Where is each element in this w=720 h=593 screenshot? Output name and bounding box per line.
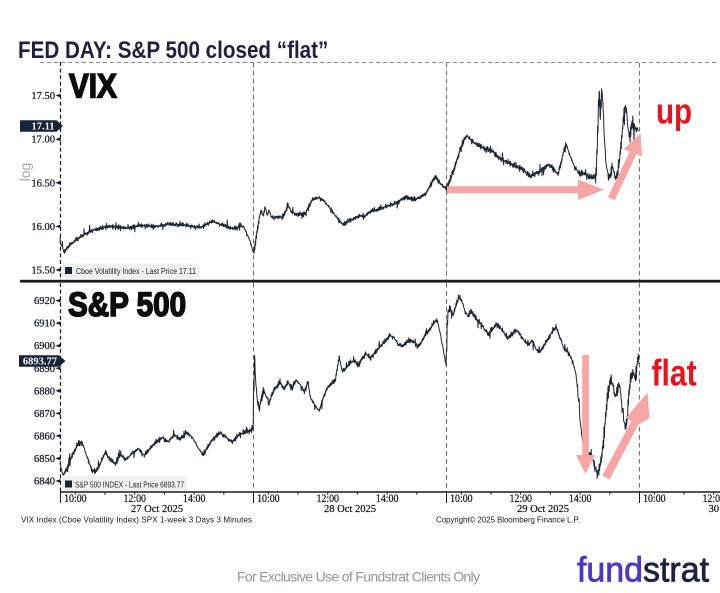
svg-text:6840: 6840 — [34, 477, 55, 488]
svg-text:S&P 500: S&P 500 — [68, 285, 186, 324]
svg-text:For Exclusive Use of Fundstrat: For Exclusive Use of Fundstrat Clients O… — [237, 569, 480, 585]
svg-text:VIX: VIX — [69, 66, 117, 105]
svg-text:6850: 6850 — [34, 454, 55, 465]
svg-text:17.50: 17.50 — [31, 91, 55, 102]
svg-text:16.50: 16.50 — [31, 178, 55, 189]
svg-text:12:00: 12:00 — [703, 493, 720, 505]
svg-text:10:00: 10:00 — [450, 493, 473, 505]
svg-text:10:00: 10:00 — [64, 493, 87, 505]
svg-text:6920: 6920 — [34, 296, 55, 307]
svg-text:28 Oct 2025: 28 Oct 2025 — [324, 504, 376, 515]
svg-text:log: log — [17, 163, 33, 182]
svg-text:Cboe Volatility Index - Last P: Cboe Volatility Index - Last Price 17.11 — [76, 267, 196, 276]
svg-text:Copyright© 2025 Bloomberg Fina: Copyright© 2025 Bloomberg Finance L.P. — [436, 516, 580, 525]
svg-text:6880: 6880 — [34, 386, 55, 397]
svg-text:27 Oct 2025: 27 Oct 2025 — [131, 504, 183, 515]
svg-text:17.11: 17.11 — [31, 122, 54, 133]
svg-text:14:00: 14:00 — [183, 493, 206, 505]
svg-text:6860: 6860 — [34, 431, 55, 442]
svg-text:S&P 500 INDEX - Last Price 689: S&P 500 INDEX - Last Price 6893.77 — [75, 480, 184, 489]
svg-text:fundstrat: fundstrat — [577, 551, 709, 590]
svg-text:14:00: 14:00 — [376, 493, 399, 505]
svg-text:6870: 6870 — [34, 409, 55, 420]
svg-text:15.50: 15.50 — [31, 266, 55, 277]
svg-text:6890: 6890 — [34, 364, 55, 375]
svg-text:flat: flat — [652, 353, 697, 395]
svg-text:6893.77: 6893.77 — [23, 357, 57, 368]
svg-text:VIX Index (Cboe Volatility Ind: VIX Index (Cboe Volatility Index) SPX 1-… — [21, 516, 252, 525]
svg-text:12:00: 12:00 — [510, 493, 533, 505]
svg-text:17.00: 17.00 — [31, 135, 55, 146]
svg-text:16.00: 16.00 — [31, 222, 55, 233]
svg-text:FED DAY: S&P 500 closed “flat”: FED DAY: S&P 500 closed “flat” — [18, 37, 328, 64]
svg-text:6900: 6900 — [34, 341, 55, 352]
svg-text:30 Oct 2025: 30 Oct 2025 — [709, 504, 720, 515]
svg-text:6910: 6910 — [34, 319, 55, 330]
svg-text:29 Oct 2025: 29 Oct 2025 — [517, 504, 569, 515]
svg-text:12:00: 12:00 — [124, 493, 147, 505]
svg-text:up: up — [656, 92, 692, 133]
svg-text:14:00: 14:00 — [569, 493, 592, 505]
svg-text:10:00: 10:00 — [257, 493, 280, 505]
svg-text:10:00: 10:00 — [643, 493, 666, 505]
svg-text:12:00: 12:00 — [317, 493, 340, 505]
